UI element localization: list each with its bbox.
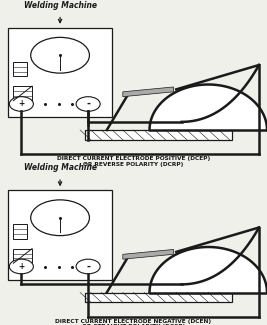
Bar xyxy=(13,249,32,263)
Bar xyxy=(8,28,112,117)
Text: DIRECT CURRENT ELECTRODE POSITIVE (DCEP)
OR REVERSE POLARITY (DCRP): DIRECT CURRENT ELECTRODE POSITIVE (DCEP)… xyxy=(57,156,210,167)
Bar xyxy=(8,190,112,280)
Text: DIRECT CURRENT ELECTRODE NEGATIVE (DCEN)
OR STRAIGHT POLARITY (DCSP): DIRECT CURRENT ELECTRODE NEGATIVE (DCEN)… xyxy=(56,318,211,325)
Circle shape xyxy=(76,259,100,274)
Polygon shape xyxy=(150,84,267,130)
Bar xyxy=(85,292,232,302)
Bar xyxy=(13,62,27,76)
Text: +: + xyxy=(18,262,25,271)
Circle shape xyxy=(76,97,100,111)
Text: Welding Machine: Welding Machine xyxy=(23,1,97,10)
Polygon shape xyxy=(123,250,174,259)
Text: -: - xyxy=(86,99,90,109)
Text: +: + xyxy=(18,99,25,109)
Polygon shape xyxy=(123,87,174,97)
Circle shape xyxy=(9,97,33,111)
Text: Welding Machine: Welding Machine xyxy=(23,163,97,172)
Text: -: - xyxy=(86,262,90,271)
Bar xyxy=(85,130,232,140)
Circle shape xyxy=(31,200,89,236)
Circle shape xyxy=(9,259,33,274)
Circle shape xyxy=(31,37,89,73)
Bar xyxy=(13,224,27,239)
Bar xyxy=(13,86,32,101)
Polygon shape xyxy=(150,247,267,292)
